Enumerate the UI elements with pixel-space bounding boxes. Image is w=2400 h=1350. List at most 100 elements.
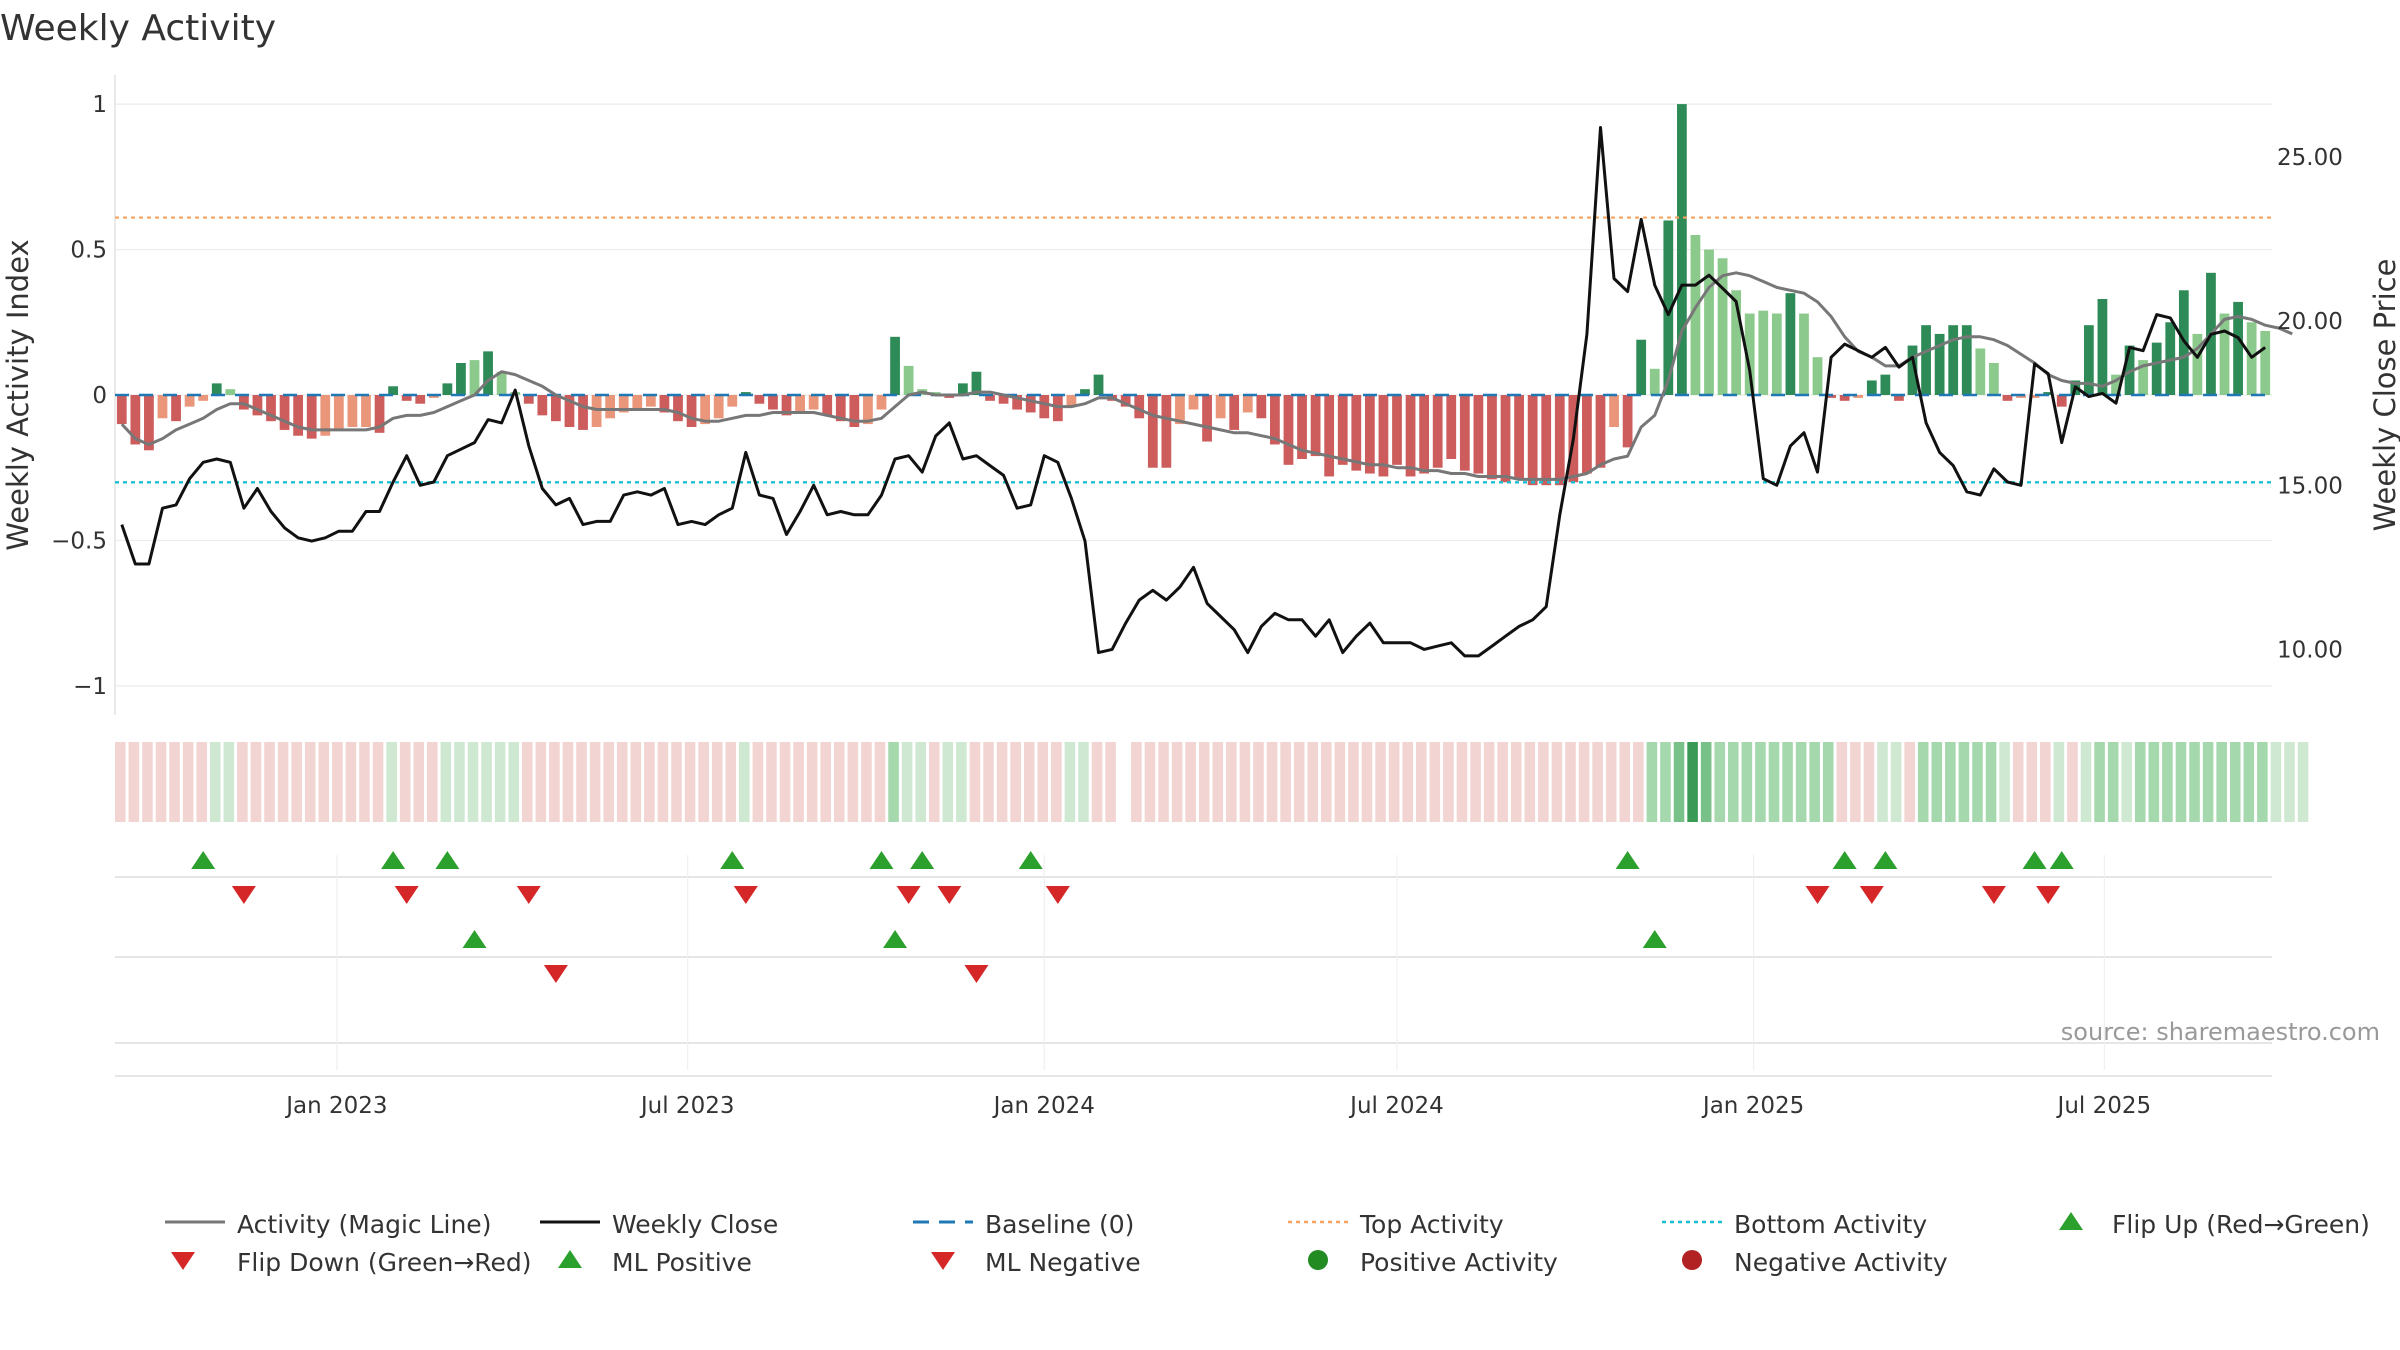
strip-cell-positive bbox=[1078, 742, 1089, 822]
strip-cell-negative bbox=[1348, 742, 1359, 822]
strip-cell-negative bbox=[874, 742, 886, 822]
positive-activity-bar bbox=[1676, 104, 1687, 395]
negative-activity-bar bbox=[632, 395, 643, 410]
negative-activity-bar bbox=[1473, 395, 1484, 474]
negative-activity-bar bbox=[1595, 395, 1606, 468]
negative-activity-bar bbox=[795, 395, 805, 413]
negative-activity-bar bbox=[578, 395, 588, 430]
strip-cell-negative bbox=[2012, 742, 2024, 822]
negative-activity-bar bbox=[808, 395, 819, 410]
strip-cell-positive bbox=[1877, 742, 1888, 822]
negative-activity-bar bbox=[1839, 395, 1850, 401]
left-tick-label: 0.5 bbox=[70, 238, 107, 264]
strip-cell-negative bbox=[644, 742, 655, 822]
strip-cell-negative bbox=[1212, 742, 1224, 822]
negative-activity-bar bbox=[700, 395, 711, 425]
negative-activity-bar bbox=[2016, 395, 2026, 398]
strip-cell-negative bbox=[684, 742, 696, 822]
strip-cell-positive bbox=[739, 742, 750, 822]
negative-activity-bar bbox=[605, 395, 616, 419]
signal-panels bbox=[115, 851, 2272, 1077]
negative-activity-bar bbox=[333, 395, 344, 430]
negative-activity-bar bbox=[1527, 395, 1538, 486]
strip-cell-positive bbox=[1999, 742, 2010, 822]
strip-cell-negative bbox=[847, 742, 859, 822]
positive-activity-bar bbox=[2260, 331, 2271, 395]
strip-cell-negative bbox=[1904, 742, 1915, 822]
strip-cell-positive bbox=[2107, 742, 2119, 822]
strip-cell-negative bbox=[1334, 742, 1346, 822]
legend-swatch-negative bbox=[1682, 1250, 1702, 1270]
positive-activity-bar bbox=[1636, 339, 1647, 395]
strip-cell-negative bbox=[928, 742, 940, 822]
strip-cell-positive bbox=[2053, 742, 2065, 822]
negative-activity-bar bbox=[1622, 395, 1633, 448]
negative-activity-bar bbox=[184, 395, 195, 407]
negative-activity-bar bbox=[293, 395, 304, 436]
negative-activity-bar bbox=[1120, 395, 1131, 407]
strip-cell-negative bbox=[752, 742, 764, 822]
strip-cell-positive bbox=[1768, 742, 1780, 822]
strip-cell-negative bbox=[169, 742, 180, 822]
strip-cell-negative bbox=[1388, 742, 1400, 822]
ml-positive-marker bbox=[1642, 930, 1667, 948]
positive-activity-bar bbox=[971, 371, 982, 395]
negative-activity-bar bbox=[523, 395, 534, 404]
strip-cell-positive bbox=[2229, 742, 2241, 822]
negative-activity-bar bbox=[1242, 395, 1253, 413]
positive-activity-bar bbox=[1744, 313, 1755, 395]
positive-activity-bar bbox=[225, 389, 236, 395]
strip-cell-negative bbox=[1497, 742, 1508, 822]
ml-positive-marker bbox=[462, 930, 487, 948]
positive-activity-bar bbox=[1989, 363, 1999, 395]
strip-cell-negative bbox=[427, 742, 438, 822]
strip-cell-negative bbox=[1239, 742, 1251, 822]
negative-activity-bar bbox=[2029, 395, 2040, 398]
negative-activity-bar bbox=[1147, 395, 1158, 468]
flip-down-marker bbox=[896, 886, 921, 904]
strip-cell-positive bbox=[2297, 742, 2309, 822]
strip-cell-negative bbox=[1293, 742, 1305, 822]
left-axis-ticks: 1 0.5 0 −0.5 −1 bbox=[51, 92, 107, 700]
negative-activity-bar bbox=[551, 395, 561, 422]
strip-cell-negative bbox=[264, 742, 275, 822]
strip-cell-negative bbox=[1105, 742, 1116, 822]
negative-activity-bar bbox=[130, 395, 141, 445]
negative-activity-bar bbox=[1161, 395, 1172, 468]
negative-activity-bar bbox=[1134, 395, 1145, 419]
flip-down-marker bbox=[2036, 886, 2061, 904]
negative-activity-bar bbox=[306, 395, 317, 439]
strip-cell-negative bbox=[1402, 742, 1413, 822]
strip-cell-negative bbox=[521, 742, 533, 822]
strip-cell-negative bbox=[155, 742, 167, 822]
positive-activity-bar bbox=[1880, 374, 1891, 395]
strip-cell-positive bbox=[1728, 742, 1739, 822]
strip-cell-negative bbox=[1863, 742, 1875, 822]
positive-activity-bar bbox=[1975, 348, 1986, 395]
strip-cell-negative bbox=[1280, 742, 1291, 822]
right-tick-label: 25.00 bbox=[2277, 145, 2343, 171]
strip-cell-negative bbox=[983, 742, 994, 822]
positive-activity-bar bbox=[2138, 360, 2149, 395]
negative-activity-bar bbox=[1202, 395, 1212, 442]
strip-cell-negative bbox=[603, 742, 614, 822]
strip-cell-positive bbox=[1972, 742, 1983, 822]
negative-activity-bar bbox=[198, 395, 209, 401]
strip-cell-positive bbox=[223, 742, 235, 822]
negative-activity-bar bbox=[1215, 395, 1226, 419]
negative-activity-bar bbox=[1405, 395, 1416, 477]
strip-cell-negative bbox=[535, 742, 547, 822]
positive-activity-bar bbox=[1921, 325, 1931, 395]
strip-cell-negative bbox=[562, 742, 574, 822]
positive-activity-bar bbox=[388, 386, 398, 395]
strip-cell-positive bbox=[2216, 742, 2227, 822]
positive-activity-bar bbox=[1649, 368, 1660, 395]
right-axis-ticks: 25.00 20.00 15.00 10.00 bbox=[2277, 145, 2343, 663]
x-tick-label: Jan 2024 bbox=[992, 1093, 1095, 1119]
strip-cell-negative bbox=[1836, 742, 1848, 822]
legend-swatch-positive bbox=[1308, 1250, 1328, 1270]
strip-cell-negative bbox=[1578, 742, 1590, 822]
negative-activity-bar bbox=[849, 395, 860, 427]
flip-up-marker bbox=[910, 851, 935, 869]
negative-activity-bar bbox=[347, 395, 358, 427]
